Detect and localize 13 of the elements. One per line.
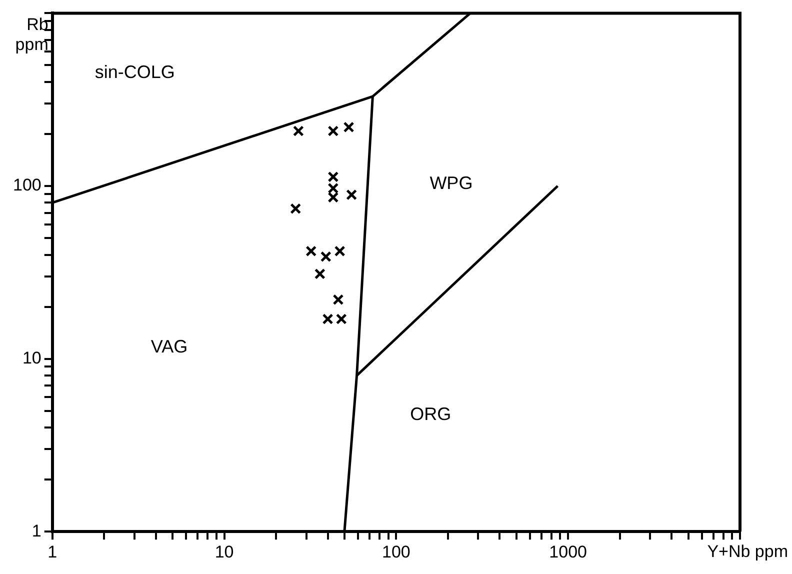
annotation: VAG: [150, 336, 188, 357]
x-tick-label: 100: [382, 542, 410, 562]
x-tick-label: 1: [48, 542, 58, 562]
annotation: WPG: [430, 173, 473, 194]
y-tick-label: 10: [22, 348, 42, 368]
y-tick-label: 1: [32, 521, 42, 540]
y-tick-label: 100: [12, 176, 42, 195]
y-axis-title: Rb ppm: [15, 14, 48, 54]
x-axis-title: Y+Nb ppm: [707, 542, 788, 561]
x-tick-label: 1000: [549, 542, 588, 562]
annotation: ORG: [410, 404, 452, 424]
annotation: sin-COLG: [94, 62, 175, 82]
x-tick-label: 10: [214, 542, 234, 562]
